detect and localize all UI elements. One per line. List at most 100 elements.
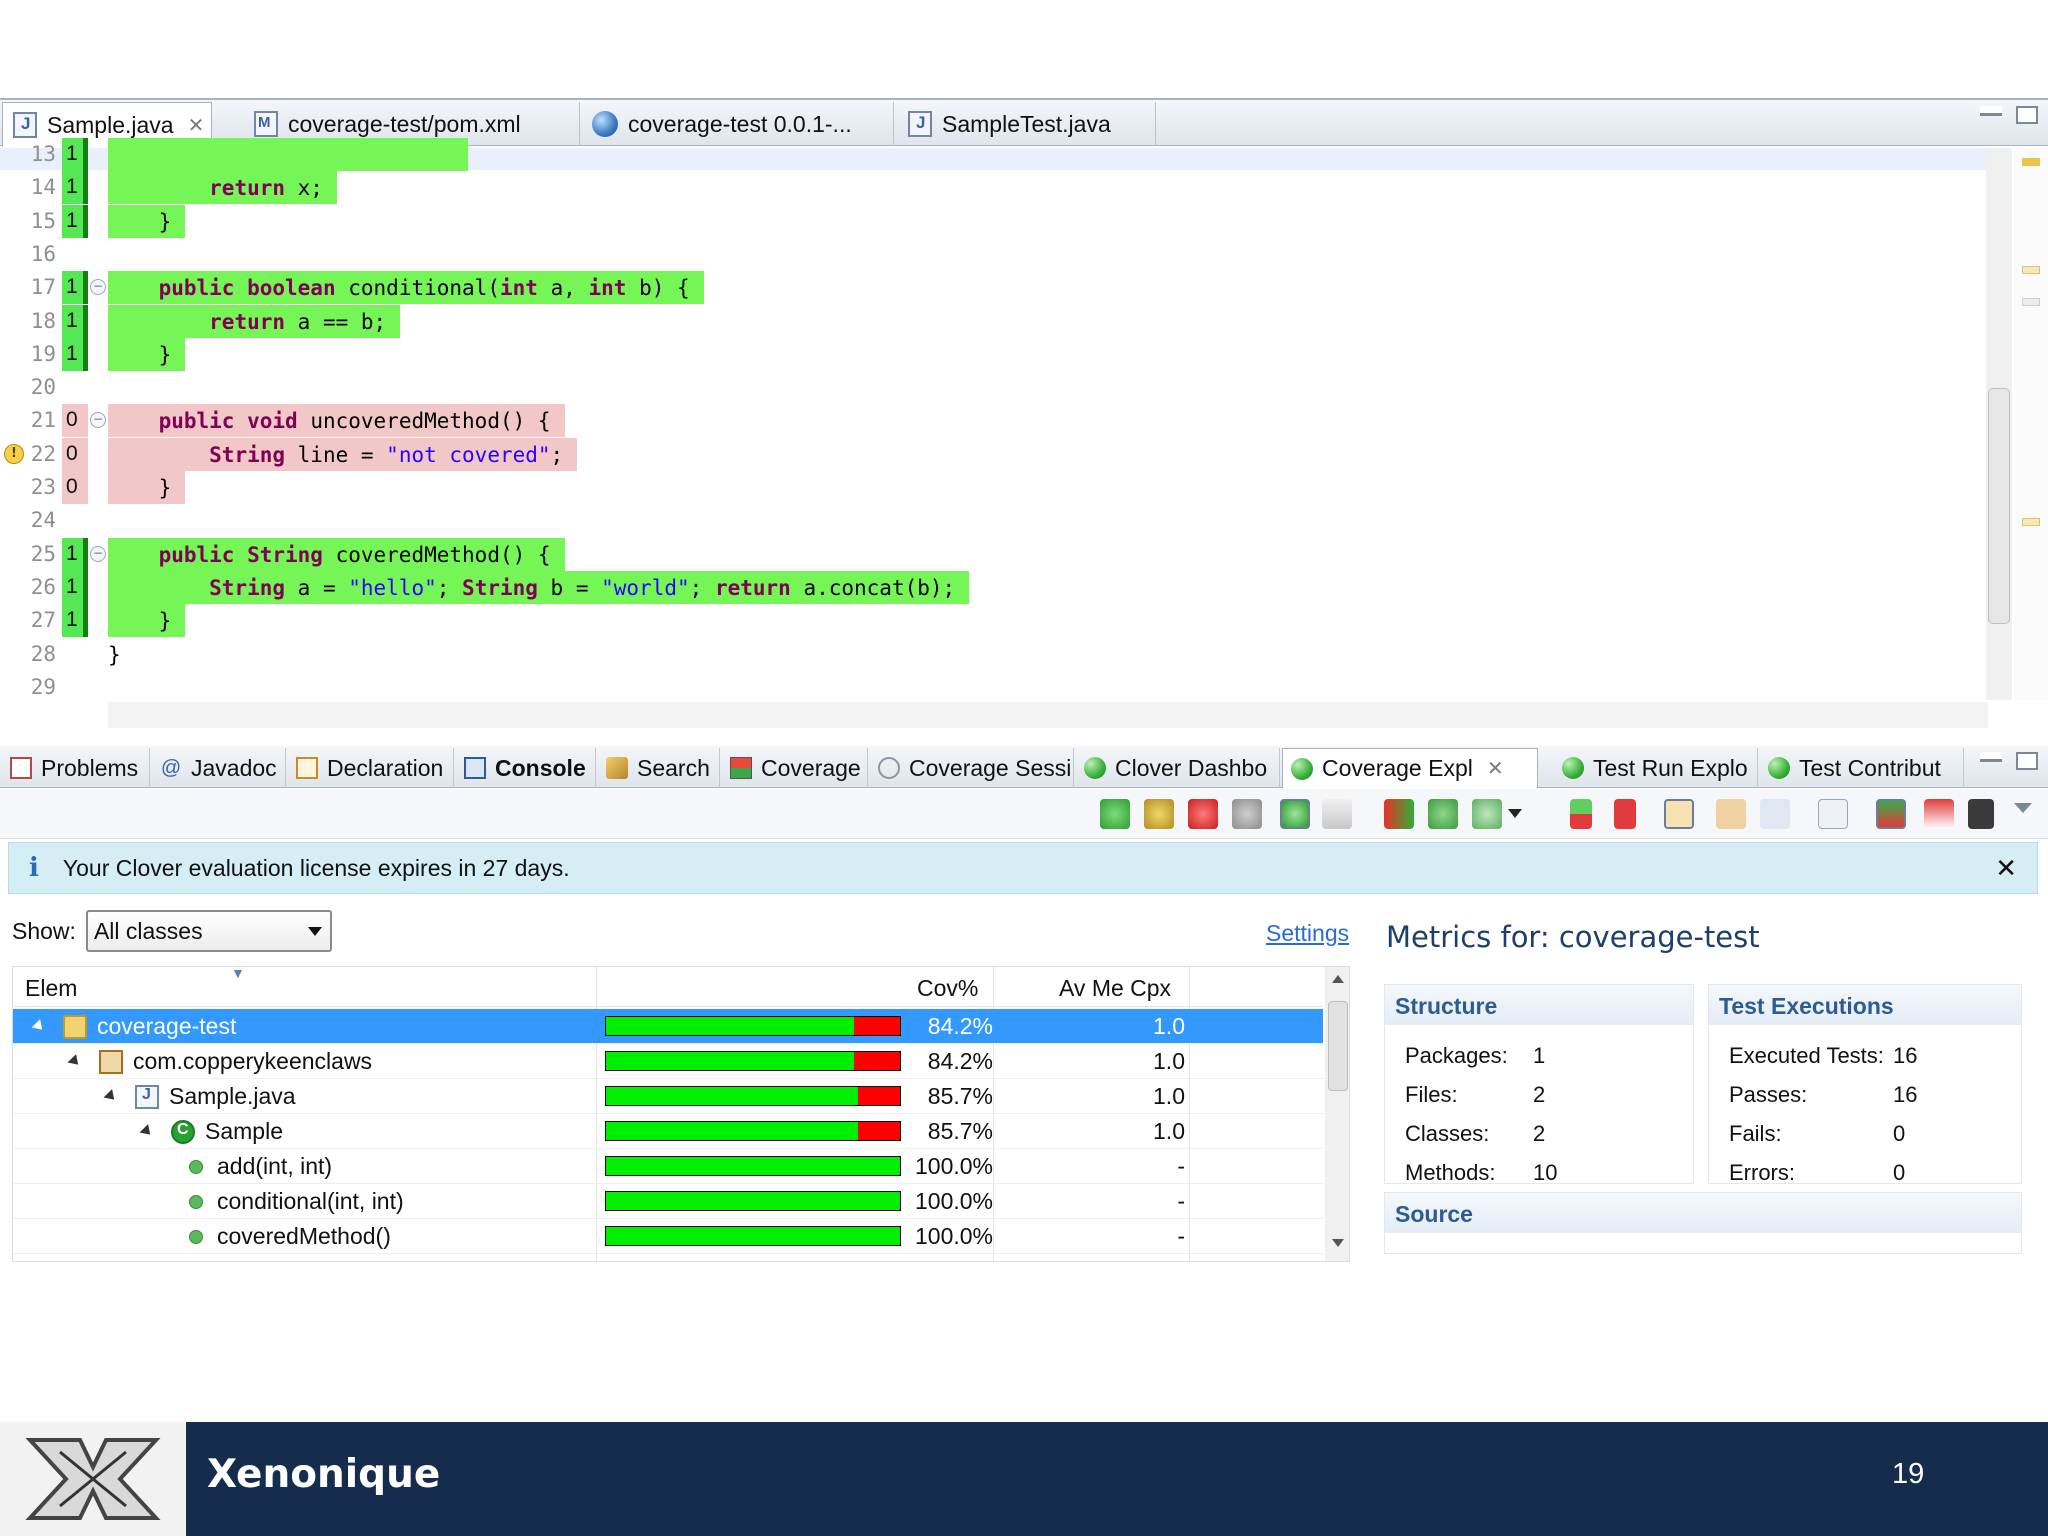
editor-tab-sampletest-java[interactable]: SampleTest.java (898, 102, 1156, 146)
column-header-elem[interactable]: Elem (25, 975, 78, 1001)
tree-row[interactable]: Sample.java 85.7% 1.0 (13, 1079, 1323, 1114)
tab-test-run-explorer[interactable]: Test Run Explo (1554, 748, 1758, 788)
close-icon[interactable]: ✕ (187, 114, 205, 137)
close-icon[interactable]: ✕ (1995, 853, 2017, 883)
tree-item[interactable]: coverage-test (31, 1013, 236, 1040)
tab-javadoc[interactable]: @ Javadoc (152, 748, 286, 788)
maximize-icon[interactable] (2016, 106, 2038, 124)
tree-row[interactable]: conditional(int, int) 100.0% - (13, 1184, 1323, 1219)
code-line[interactable]: 16 (0, 238, 1990, 271)
chevron-down-icon[interactable] (1508, 799, 1524, 829)
collapse-icon[interactable] (1614, 799, 1636, 829)
delete-coverage-icon[interactable] (1188, 799, 1218, 829)
scrollbar-thumb[interactable] (1328, 1001, 1348, 1091)
column-header-cpx[interactable]: Av Me Cpx (1059, 975, 1172, 1001)
scroll-up-icon[interactable] (1332, 975, 1344, 983)
tree-row[interactable]: Sample 85.7% 1.0 (13, 1114, 1323, 1149)
editor-tab-coverage-report[interactable]: coverage-test 0.0.1-... (582, 102, 894, 146)
code-line[interactable]: 20 (0, 371, 1990, 404)
code-line[interactable]: 27 1 } (0, 604, 1990, 638)
coverage-bar-icon[interactable] (1876, 799, 1906, 829)
tab-console[interactable]: Console (456, 748, 596, 788)
code-line[interactable]: 21 0− public void uncoveredMethod() { (0, 404, 1990, 438)
refresh-coverage-icon[interactable] (1100, 799, 1130, 829)
tree-row[interactable]: com.copperykeenclaws 84.2% 1.0 (13, 1044, 1323, 1079)
scroll-down-icon[interactable] (1332, 1239, 1344, 1247)
show-select[interactable]: All classes (85, 910, 332, 952)
expand-toggle-icon[interactable] (67, 1054, 83, 1069)
tree-item[interactable]: com.copperykeenclaws (67, 1048, 372, 1075)
code-line[interactable]: 28} (0, 638, 1990, 671)
code-editor[interactable]: Sample.java ✕ coverage-test/pom.xml cove… (0, 98, 2048, 738)
minimize-icon[interactable] (1980, 106, 2002, 116)
vertical-scrollbar[interactable] (1325, 967, 1349, 1261)
code-line[interactable]: 15 1 } (0, 204, 1990, 238)
fold-icon[interactable]: − (90, 279, 106, 296)
overview-marker[interactable] (2022, 518, 2040, 526)
code-line[interactable]: 13 1 (0, 138, 1990, 171)
fold-icon[interactable]: − (90, 545, 106, 562)
column-header-cov[interactable]: Cov% (917, 975, 979, 1001)
overview-marker[interactable] (2022, 158, 2040, 166)
code-line[interactable]: 29 (0, 671, 1990, 704)
close-icon[interactable]: ✕ (1486, 758, 1504, 780)
tree-row[interactable]: coveredMethod() 100.0% - (13, 1219, 1323, 1254)
code-area[interactable]: 13 1 14 1 return x; 15 1 } 16 17 1− public boole… (0, 138, 1990, 700)
tab-test-contributions[interactable]: Test Contribut (1760, 748, 1964, 788)
tree-row[interactable]: add(int, int) 100.0% - (13, 1149, 1323, 1184)
arrows-icon[interactable] (1322, 799, 1352, 829)
overview-marker[interactable] (2022, 266, 2040, 274)
code-line[interactable]: 19 1 } (0, 337, 1990, 371)
code-line[interactable]: 18 1 return a == b; (0, 304, 1990, 338)
coverage-list-icon[interactable] (1924, 799, 1954, 829)
code-line[interactable]: 25 1− public String coveredMethod() { (0, 537, 1990, 571)
code-line[interactable]: 24 (0, 504, 1990, 537)
overview-marker[interactable] (2022, 298, 2040, 306)
tree-item[interactable]: Sample.java (103, 1083, 296, 1110)
tree-item[interactable]: conditional(int, int) (177, 1188, 404, 1215)
vertical-scrollbar[interactable] (1986, 148, 2012, 700)
tree-row[interactable]: coverage-test 84.2% 1.0 (13, 1009, 1323, 1044)
coverage-colors-icon[interactable] (1384, 799, 1414, 829)
coverage-tree-table[interactable]: Elem ▼ Cov% Av Me Cpx coverage-test 84.2%… (12, 966, 1350, 1262)
minimize-icon[interactable] (1980, 752, 2002, 762)
tab-coverage[interactable]: Coverage (722, 748, 868, 788)
expand-toggle-icon[interactable] (103, 1089, 119, 1104)
settings-icon[interactable] (1232, 799, 1262, 829)
code-line[interactable]: 23 0 } (0, 471, 1990, 504)
sync-icon[interactable] (1144, 799, 1174, 829)
tab-declaration[interactable]: Declaration (288, 748, 454, 788)
expand-toggle-icon[interactable] (31, 1019, 47, 1034)
folder-view-icon[interactable] (1716, 799, 1746, 829)
tab-search[interactable]: Search (598, 748, 720, 788)
view-menu-icon[interactable] (2014, 799, 2034, 829)
tab-clover-dashboard[interactable]: Clover Dashbo (1076, 748, 1280, 788)
tree-item[interactable]: add(int, int) (177, 1153, 332, 1180)
tab-coverage-explorer[interactable]: Coverage Expl ✕ (1282, 748, 1538, 788)
scrollbar-thumb[interactable] (1988, 388, 2010, 624)
code-line[interactable]: 22! 0 String line = "not covered"; (0, 437, 1990, 471)
layout-icon[interactable] (1968, 799, 1994, 829)
fold-icon[interactable]: − (90, 412, 106, 429)
toggle-coverage-icon[interactable] (1280, 799, 1310, 829)
columns-icon[interactable] (1818, 799, 1848, 829)
tree-view-icon[interactable] (1760, 799, 1790, 829)
tree-item[interactable]: coveredMethod() (177, 1223, 391, 1250)
clover-filter-icon[interactable] (1428, 799, 1458, 829)
tab-problems[interactable]: Problems (2, 748, 150, 788)
expand-toggle-icon[interactable] (139, 1124, 155, 1139)
expand-icon[interactable] (1570, 799, 1592, 829)
warning-icon[interactable]: ! (4, 443, 24, 464)
package-view-icon[interactable] (1664, 799, 1694, 829)
code-line[interactable]: 14 1 return x; (0, 171, 1990, 205)
horizontal-scrollbar[interactable] (108, 702, 1988, 728)
editor-tab-pom-xml[interactable]: coverage-test/pom.xml (244, 102, 580, 146)
tab-coverage-session[interactable]: Coverage Sessi (870, 748, 1074, 788)
clover-config-icon[interactable] (1472, 799, 1502, 829)
overview-ruler[interactable] (2014, 148, 2048, 700)
settings-link[interactable]: Settings (1266, 920, 1350, 946)
maximize-icon[interactable] (2016, 752, 2038, 770)
code-line[interactable]: 17 1− public boolean conditional(int a, i… (0, 271, 1990, 305)
tree-item[interactable]: Sample (139, 1118, 283, 1145)
code-line[interactable]: 26 1 String a = "hello"; String b = "worl… (0, 570, 1990, 604)
